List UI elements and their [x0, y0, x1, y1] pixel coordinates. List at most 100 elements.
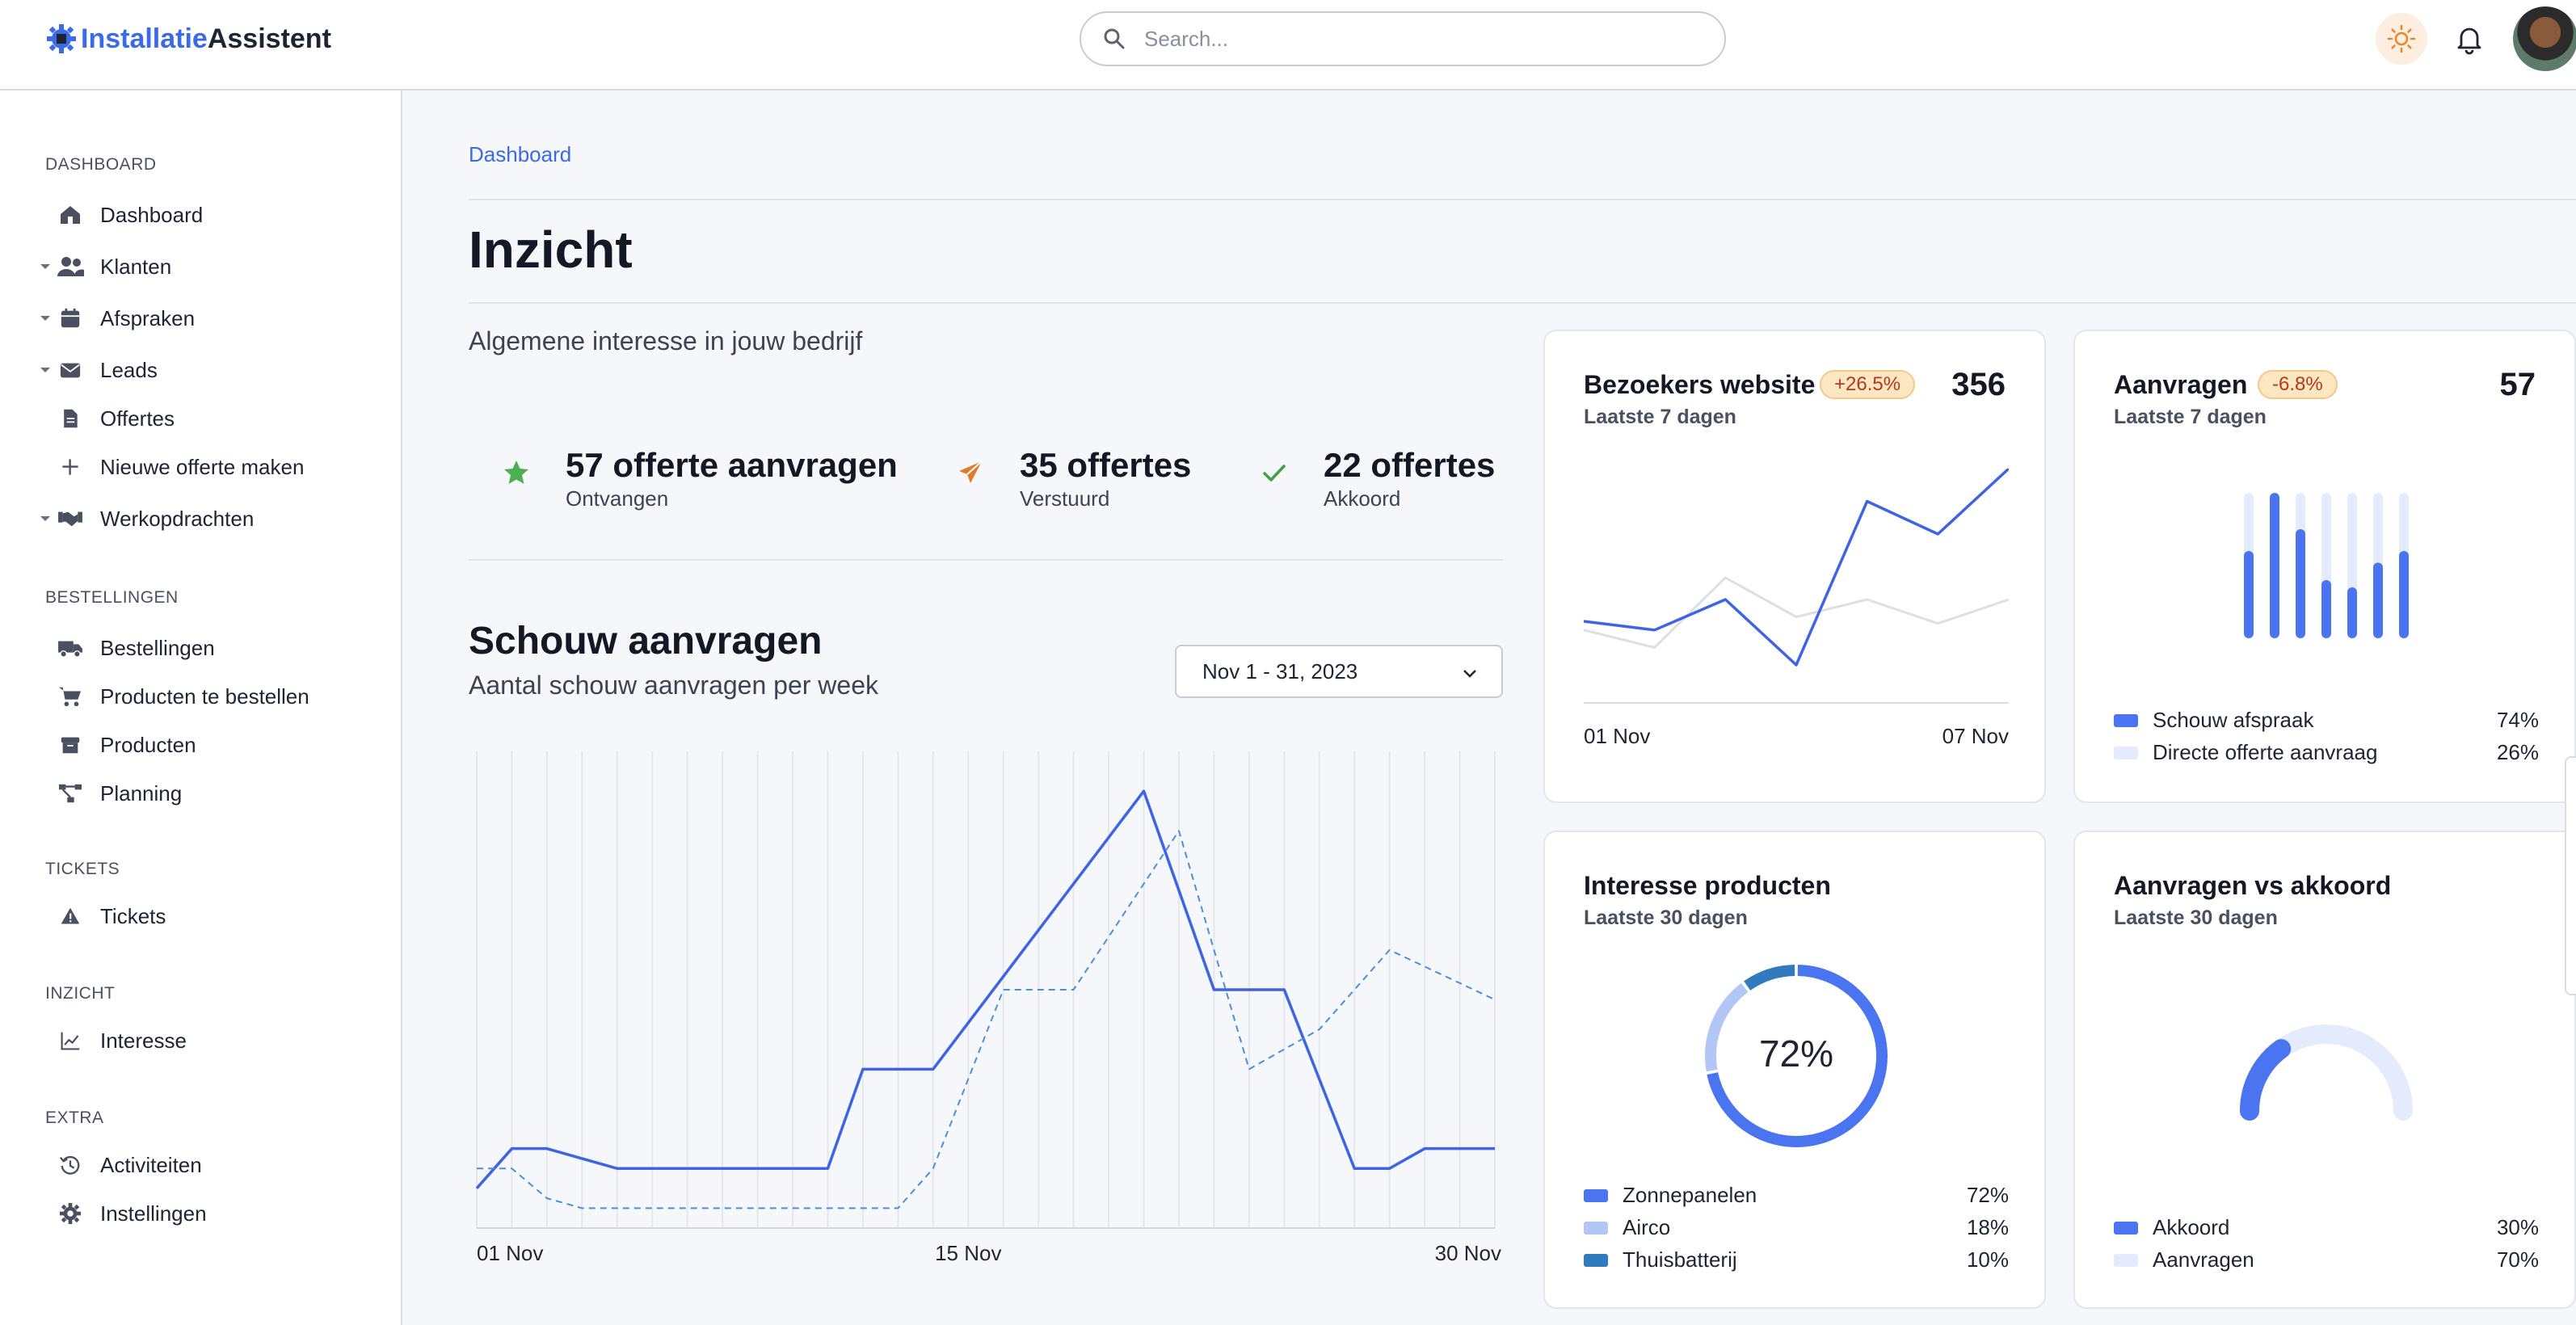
legend-pct: 74%: [2496, 708, 2539, 732]
app-logo[interactable]: Installatie Assistent: [45, 23, 331, 55]
bar: [2399, 551, 2409, 638]
sidebar-item-producten-te-bestellen[interactable]: Producten te bestellen: [39, 675, 378, 717]
card-title: Bezoekers website: [1584, 370, 1816, 399]
page-title: Inzicht: [469, 221, 633, 279]
legend-item: Directe offerte aanvraag 26%: [2114, 737, 2539, 769]
card-title: Interesse producten: [1584, 871, 1831, 900]
sidebar-item-label: Nieuwe offerte maken: [100, 454, 305, 479]
sidebar-item-label: Planning: [100, 780, 183, 806]
legend-pct: 26%: [2496, 740, 2539, 764]
sidebar-section-title: BESTELLINGEN: [45, 588, 179, 607]
growth-badge: +26.5%: [1820, 370, 1916, 399]
legend-swatch: [2114, 747, 2138, 759]
visitors-line-chart: 01 Nov 07 Nov: [1584, 469, 2009, 748]
breadcrumb[interactable]: Dashboard: [469, 142, 572, 166]
stat-label: Verstuurd: [1020, 486, 1110, 511]
growth-badge: -6.8%: [2258, 370, 2338, 399]
donut-slice: [1744, 965, 1795, 991]
legend-pct: 30%: [2496, 1215, 2539, 1239]
sidebar-section-title: TICKETS: [45, 860, 120, 878]
bar: [2244, 551, 2254, 638]
legend-name: Airco: [1623, 1215, 1671, 1239]
date-range-value: Nov 1 - 31, 2023: [1202, 658, 1358, 684]
sidebar-item-interesse[interactable]: Interesse: [39, 1020, 378, 1062]
sidebar-item-afspraken[interactable]: Afspraken: [39, 297, 378, 339]
caret-down-icon[interactable]: [39, 260, 52, 273]
x-tick-label: 30 Nov: [1435, 1241, 1501, 1265]
theme-toggle-button[interactable]: [2376, 13, 2427, 65]
x-tick-label: 01 Nov: [1584, 724, 1650, 748]
bar: [2321, 580, 2331, 638]
cart-icon: [57, 683, 84, 710]
card-aanvragen: Aanvragen -6.8% 57 Laatste 7 dagen Schou…: [2073, 330, 2576, 803]
sidebar-item-bestellingen[interactable]: Bestellingen: [39, 627, 378, 669]
envelope-icon: [57, 356, 84, 384]
legend-name: Akkoord: [2153, 1215, 2230, 1239]
card-subtitle: Laatste 30 dagen: [2114, 906, 2278, 929]
sun-icon: [2387, 24, 2416, 53]
search-bar[interactable]: [1080, 11, 1726, 66]
sidebar-item-nieuwe-offerte[interactable]: Nieuwe offerte maken: [39, 446, 378, 488]
top-bar: Installatie Assistent: [0, 0, 2576, 90]
legend-name: Schouw afspraak: [2153, 708, 2314, 732]
legend-swatch: [1584, 1189, 1608, 1202]
date-range-select[interactable]: Nov 1 - 31, 2023: [1175, 645, 1503, 698]
sidebar-item-label: Offertes: [100, 406, 175, 431]
sidebar-item-klanten[interactable]: Klanten: [39, 246, 378, 288]
sidebar-item-label: Activiteiten: [100, 1152, 202, 1177]
history-icon: [57, 1151, 84, 1179]
sidebar-item-label: Dashboard: [100, 202, 204, 227]
sidebar-item-label: Afspraken: [100, 305, 196, 330]
search-input[interactable]: [1144, 26, 1661, 52]
app-name-part2: Assistent: [207, 23, 331, 54]
card-subtitle: Laatste 30 dagen: [1584, 906, 1748, 929]
card-value: 356: [1951, 367, 2006, 402]
sidebar-item-instellingen[interactable]: Instellingen: [39, 1192, 378, 1235]
chevron-down-icon: [1463, 670, 1476, 678]
legend-item: Aanvragen 70%: [2114, 1244, 2539, 1277]
sidebar-item-werkopdrachten[interactable]: Werkopdrachten: [39, 498, 378, 540]
user-avatar[interactable]: [2513, 6, 2576, 71]
sidebar-item-label: Tickets: [100, 903, 166, 928]
series-line-dashed: [477, 830, 1496, 1209]
legend-swatch: [2114, 1222, 2138, 1235]
scrollbar-handle[interactable]: [2565, 756, 2576, 995]
legend-swatch: [2114, 1254, 2138, 1267]
paper-plane-icon: [959, 461, 983, 483]
stat-label: Akkoord: [1324, 486, 1401, 511]
card-value: 57: [2499, 367, 2536, 402]
legend-pct: 70%: [2496, 1247, 2539, 1272]
legend-pct: 18%: [1966, 1215, 2009, 1239]
sidebar-item-tickets[interactable]: Tickets: [39, 895, 378, 937]
donut-center-label: 72%: [1759, 1033, 1833, 1075]
card-title: Aanvragen vs akkoord: [2114, 871, 2392, 900]
interesse-donut-chart: 72%: [1705, 965, 1888, 1147]
card-visitors: Bezoekers website +26.5% 356 Laatste 7 d…: [1543, 330, 2046, 803]
notifications-button[interactable]: [2448, 18, 2490, 60]
legend-item: Zonnepanelen 72%: [1584, 1180, 2009, 1212]
legend-item: Airco 18%: [1584, 1212, 2009, 1244]
house-icon: [57, 201, 84, 229]
caret-down-icon[interactable]: [39, 512, 52, 525]
visitors-series-line: [1584, 469, 2009, 667]
sidebar-item-activiteiten[interactable]: Activiteiten: [39, 1144, 378, 1186]
legend-name: Zonnepanelen: [1623, 1183, 1757, 1207]
legend-swatch: [2114, 714, 2138, 727]
caret-down-icon[interactable]: [39, 364, 52, 376]
sidebar-item-producten[interactable]: Producten: [39, 724, 378, 766]
app-name-part1: Installatie: [81, 23, 208, 54]
x-tick-label: 07 Nov: [1943, 724, 2009, 748]
aanvragen-bar-chart: [2244, 493, 2409, 638]
legend-item: Schouw afspraak 74%: [2114, 705, 2539, 737]
sidebar-item-planning[interactable]: Planning: [39, 772, 378, 814]
sidebar-item-offertes[interactable]: Offertes: [39, 398, 378, 440]
series-line-solid: [475, 789, 1495, 1189]
sidebar-item-dashboard[interactable]: Dashboard: [39, 194, 378, 236]
sidebar-item-leads[interactable]: Leads: [39, 349, 378, 391]
x-tick-label: 15 Nov: [935, 1241, 1001, 1265]
truck-icon: [57, 634, 84, 662]
legend-swatch: [1584, 1254, 1608, 1267]
bar: [2296, 529, 2305, 638]
bar: [2270, 493, 2279, 638]
caret-down-icon[interactable]: [39, 312, 52, 325]
